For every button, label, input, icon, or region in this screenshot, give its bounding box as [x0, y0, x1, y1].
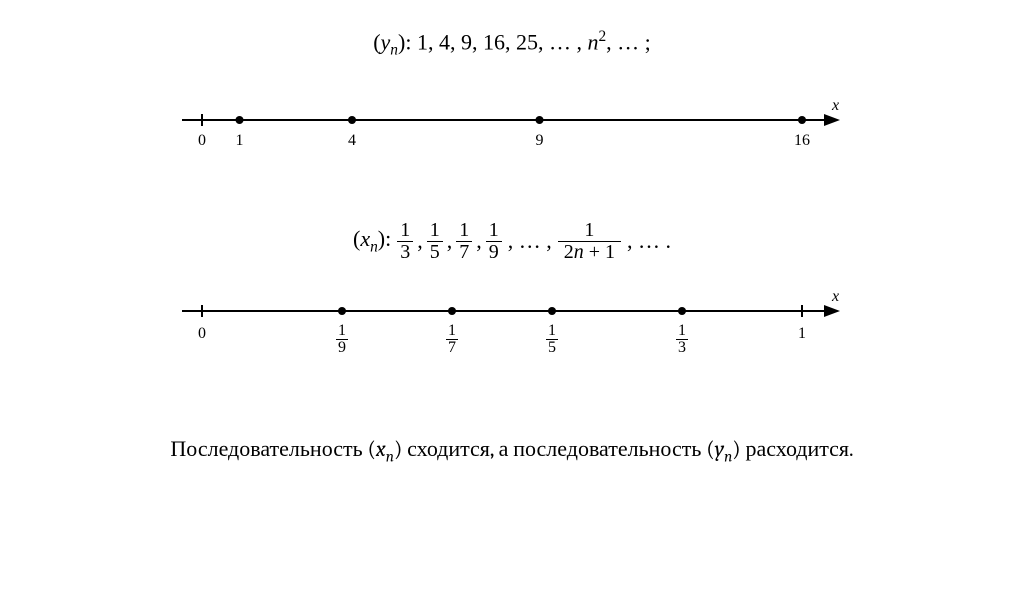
caption-var1: x: [376, 436, 386, 462]
y-var: y: [381, 29, 391, 54]
tick-fraction: 15: [546, 323, 558, 356]
y-sub: n: [390, 42, 398, 59]
tick-fraction: 19: [336, 323, 348, 356]
caption-var2: y: [715, 436, 724, 462]
tick-label: 16: [794, 132, 810, 150]
y-tail: , … ;: [606, 29, 651, 54]
caption-sub1: n: [386, 447, 394, 465]
caption: Последовательность (xn) сходится, а посл…: [0, 436, 1024, 465]
tick-fraction: 17: [446, 323, 458, 356]
caption-prefix: Последовательность (: [170, 436, 376, 462]
tick-label: 4: [348, 132, 356, 150]
caption-mid: ) сходится, а последовательность (: [394, 436, 715, 462]
x-mid: , … ,: [508, 228, 552, 254]
y-terms: 1, 4, 9, 16, 25, … ,: [417, 29, 582, 54]
x-sub: n: [370, 238, 378, 255]
y-general-base: n: [587, 29, 598, 54]
svg-text:x: x: [831, 100, 839, 114]
x-tail: , … .: [627, 228, 671, 254]
tick-label: 1: [798, 325, 806, 343]
svg-text:x: x: [831, 291, 839, 305]
fraction-term: 13: [397, 220, 413, 263]
sequence-y-formula: (yn): 1, 4, 9, 16, 25, … , n2, … ;: [0, 28, 1024, 60]
tick-label: 0: [198, 132, 206, 150]
fraction-term: 19: [486, 220, 502, 263]
y-general-exp: 2: [598, 28, 606, 45]
fraction-term: 15: [427, 220, 443, 263]
numberline-x: x 0 1 19 17 15 13: [182, 291, 842, 381]
numberline-y: x 0 1 4 9 16: [182, 100, 842, 160]
tick-label: 1: [236, 132, 244, 150]
tick-label: 9: [536, 132, 544, 150]
tick-label: 0: [198, 325, 206, 343]
sequence-x-formula: (xn): 13,15,17,19 , … , 1 2n + 1 , … .: [0, 220, 1024, 263]
tick-fraction: 13: [676, 323, 688, 356]
caption-suffix: ) расходится.: [732, 436, 853, 462]
x-terms: 13,15,17,19: [397, 220, 502, 263]
x-var: x: [360, 226, 370, 251]
x-general-term: 1 2n + 1: [558, 220, 621, 263]
fraction-term: 17: [456, 220, 472, 263]
